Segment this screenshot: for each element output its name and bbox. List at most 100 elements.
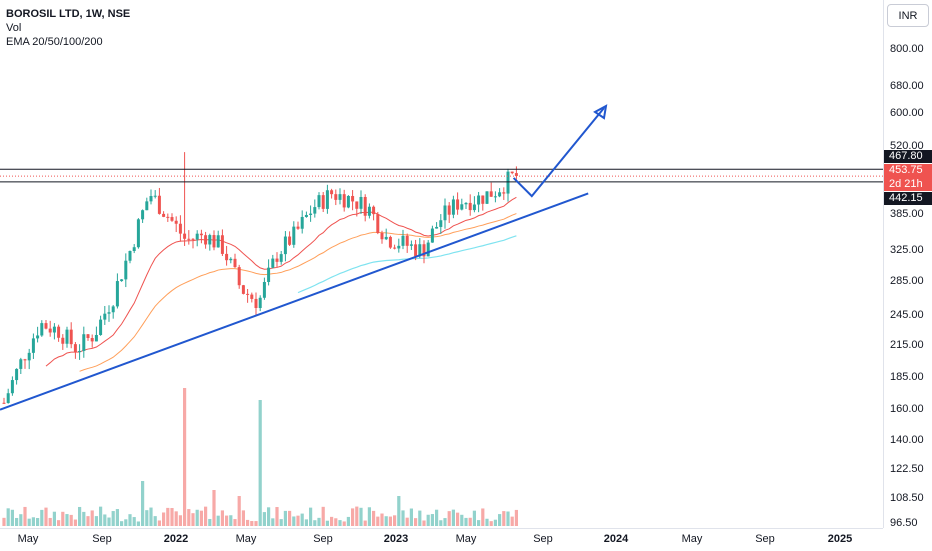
candle-body [195,233,199,240]
volume-bar [31,517,35,526]
volume-bar [57,520,61,526]
volume-bar [498,514,502,526]
candle-body [78,350,82,353]
candle-body [204,235,208,245]
projection-arrow-head [593,104,608,120]
time-tick-label: May [235,533,257,545]
volume-bar [334,518,338,526]
last-price-tag: 467.80 [884,150,932,163]
candle-body [325,190,329,209]
volume-bar [346,516,350,526]
volume-bar [325,520,329,526]
volume-bar [78,506,82,526]
volume-bar [166,507,170,526]
volume-bar [250,521,254,526]
candle-body [279,254,283,262]
candle-body [73,344,77,353]
candle-body [132,247,136,251]
candle-body [405,235,409,246]
candle-body [82,334,86,351]
ema-indicator-label: EMA 20/50/100/200 [6,36,103,48]
volume-bar [351,508,355,526]
volume-bar [300,513,304,526]
candle-body [439,220,443,227]
volume-bar [359,507,363,526]
candle-body [426,242,430,257]
volume-bar [313,520,317,526]
rising-trendline [0,192,589,411]
volume-bar [309,507,313,526]
candle-body [220,235,224,254]
volume-bar [514,509,518,526]
candle-body [510,171,514,174]
candle-body [187,238,191,240]
volume-bar [48,517,52,526]
candle-body [208,235,212,245]
candle-body [61,337,65,344]
volume-bar [225,515,229,526]
price-tick-label: 680.00 [890,80,924,92]
volume-bar [145,510,149,526]
volume-bar [447,511,451,526]
volume-bar [170,508,174,526]
candle-body [36,335,40,339]
volume-bar [220,510,224,526]
volume-bar [279,519,283,526]
volume-bar [443,518,447,526]
candle-body [2,402,6,404]
candle-body [262,281,266,298]
candle-body [472,204,476,211]
candle-body [338,194,342,200]
candle-body [241,285,245,294]
volume-bar [15,517,19,526]
candle-body [90,338,94,342]
candle-body [40,323,44,336]
chart-area[interactable] [0,0,883,528]
candle-body [65,329,69,344]
candle-body [10,380,14,394]
volume-bar [481,508,485,526]
candle-body [124,260,128,280]
candle-body [149,196,153,202]
candle-body [233,258,237,268]
currency-button[interactable]: INR [887,4,929,27]
price-axis[interactable] [883,0,932,528]
candle-body [418,244,422,257]
candle-body [313,207,317,214]
candle-body [178,223,182,234]
price-chart[interactable] [0,0,883,528]
candle-body [128,250,132,261]
volume-bar [120,521,124,526]
candle-body [275,258,279,262]
volume-bar [468,517,472,526]
candle-body [103,313,107,320]
time-tick-label: 2024 [603,533,629,545]
candle-body [162,213,166,217]
volume-bar [99,506,103,526]
volume-bar [212,490,216,526]
candle-body [216,235,220,248]
candle-body [23,359,27,361]
volume-bar [174,511,178,526]
volume-bar [246,519,250,526]
volume-bar [191,513,195,526]
volume-bar [304,519,308,526]
volume-bar [65,514,69,526]
volume-bar [86,516,90,526]
candle-body [359,196,363,209]
candle-body [321,195,325,209]
candle-body [464,202,468,205]
volume-bar [380,513,384,526]
candle-body [451,199,455,215]
candle-body [481,195,485,204]
candle-body [136,219,140,248]
time-tick-label: Sep [92,533,112,545]
volume-bar [271,518,275,526]
support-price-tag: 442.15 [884,192,932,205]
candle-body [94,334,98,342]
candle-body [6,393,10,403]
volume-bar [10,509,14,526]
time-axis[interactable] [0,528,883,551]
symbol-title: BOROSIL LTD, 1W, NSE [6,8,131,20]
volume-bar [456,512,460,526]
